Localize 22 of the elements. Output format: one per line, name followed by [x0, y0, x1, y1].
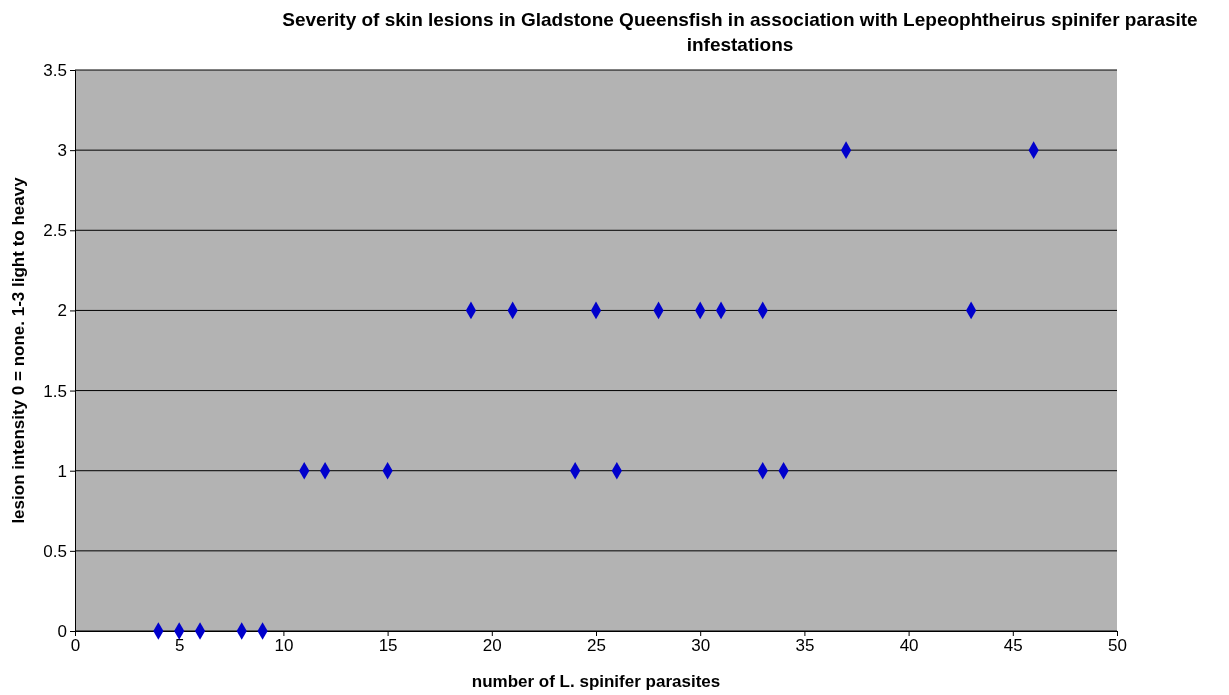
- y-tick-label: 0.5: [43, 541, 67, 561]
- y-tick-label: 2: [57, 301, 67, 321]
- x-tick-label: 10: [274, 636, 294, 656]
- chart-title: Severity of skin lesions in Gladstone Queensfish in association with Lepeophtheirus spinifer parasite infestations: [282, 9, 1198, 55]
- y-tick-label: 2.5: [43, 221, 67, 241]
- x-tick-label: 15: [378, 636, 398, 656]
- y-tick-label: 3: [57, 141, 67, 161]
- x-tick-label: 25: [587, 636, 606, 656]
- x-tick-label: 0: [70, 636, 81, 656]
- x-tick-label: 50: [1108, 636, 1127, 656]
- y-tick-label: 1.5: [43, 381, 67, 401]
- y-tick-label: 0: [57, 621, 67, 641]
- x-axis-title: number of L. spinifer parasites: [471, 672, 721, 691]
- x-tick-label: 45: [1003, 636, 1023, 656]
- x-tick-label: 20: [482, 636, 502, 656]
- y-axis-title: lesion intensity 0 = none. 1-3 light to heavy: [9, 176, 28, 524]
- x-tick-label: 5: [174, 636, 185, 656]
- y-tick-label: 3.5: [43, 60, 67, 80]
- x-tick-label: 30: [691, 636, 711, 656]
- y-tick-label: 1: [57, 461, 67, 481]
- x-tick-label: 35: [795, 636, 815, 656]
- x-tick-label: 40: [899, 636, 919, 656]
